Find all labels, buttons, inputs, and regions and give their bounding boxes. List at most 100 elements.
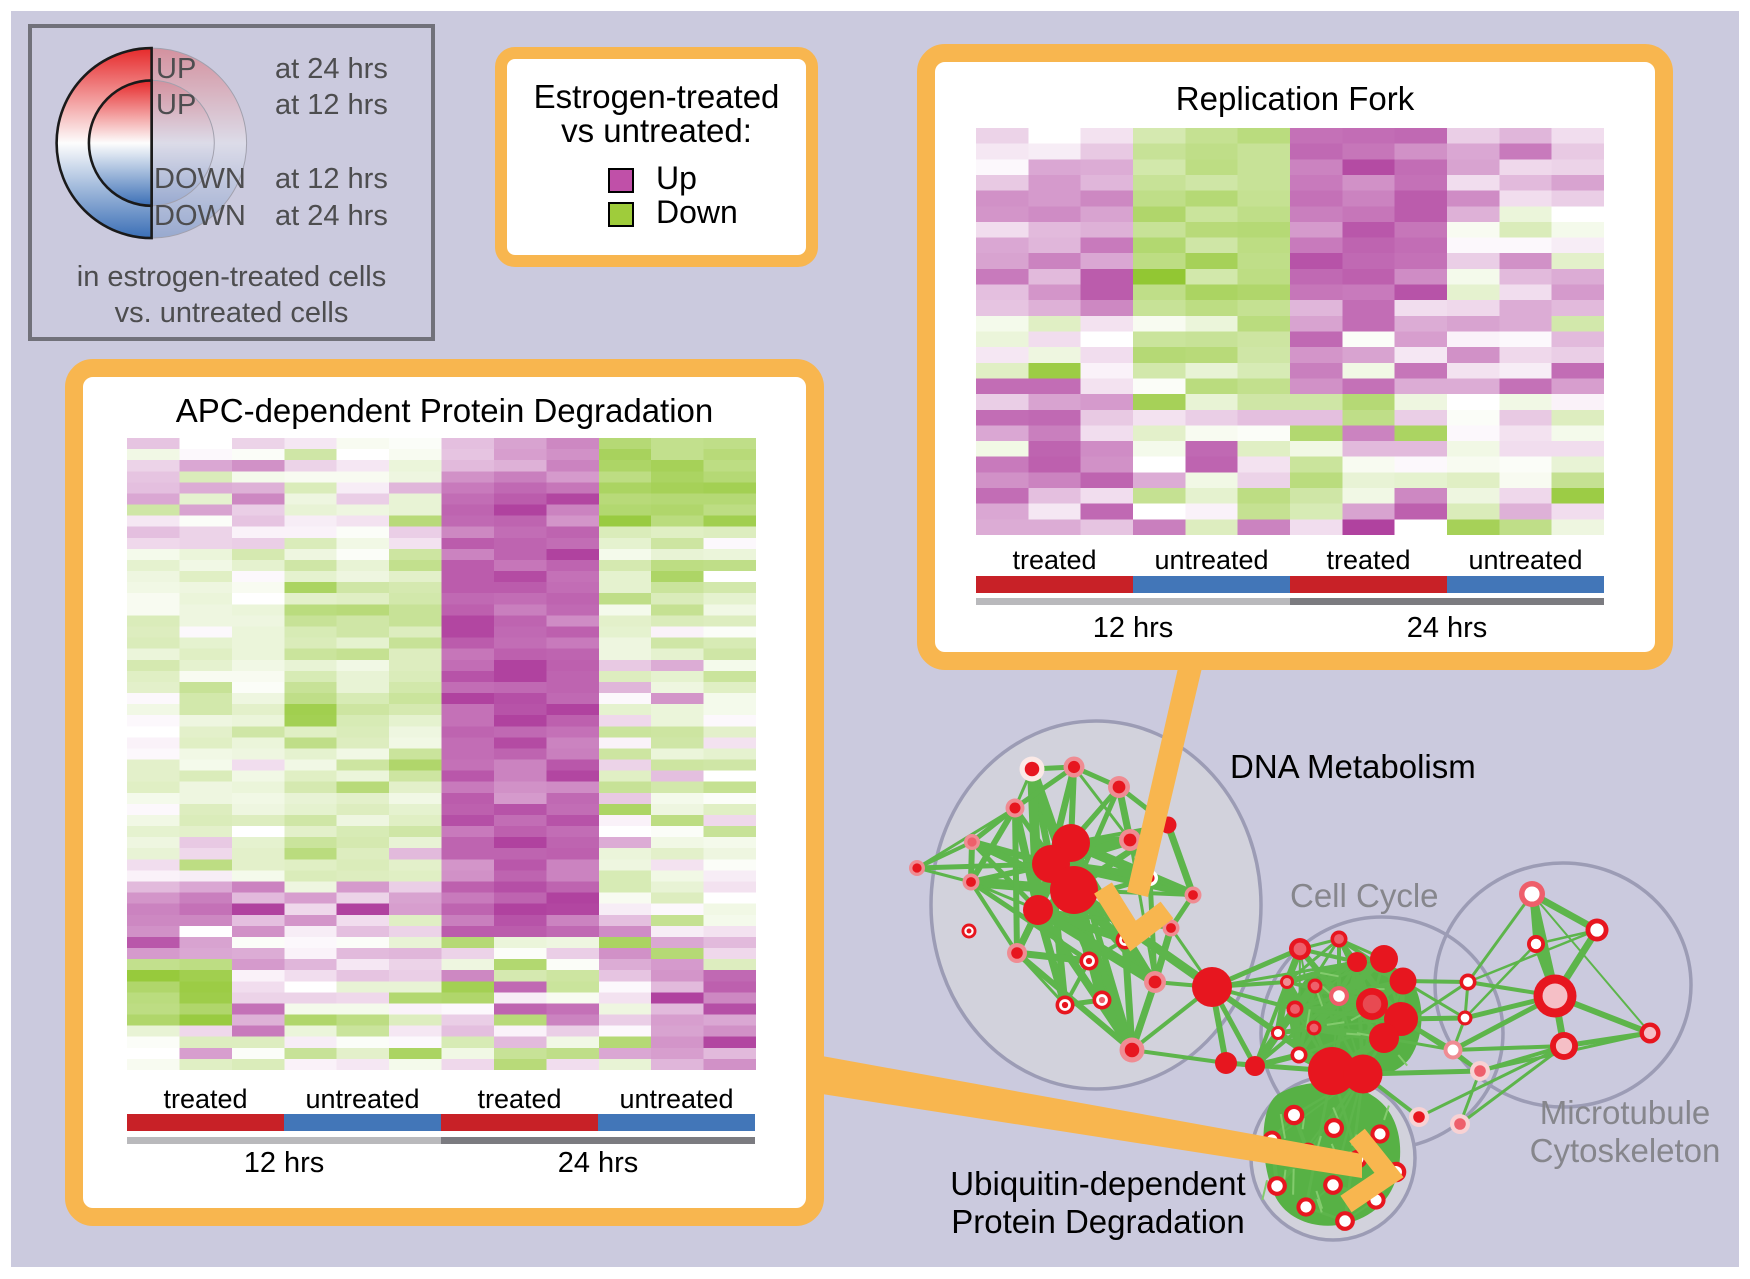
updown-time: at 24 hrs <box>275 53 388 85</box>
region-label: DNA Metabolism <box>1230 748 1476 785</box>
updown-row-0: UP <box>156 55 196 84</box>
network-edge <box>916 840 973 870</box>
network-node <box>1119 1037 1145 1063</box>
blob-streak <box>1326 1021 1345 1026</box>
network-node <box>1639 1022 1661 1044</box>
network-node <box>1370 1124 1390 1144</box>
rf-timebar-12 <box>976 598 1290 605</box>
network-node <box>1063 756 1085 778</box>
network-node <box>1324 1118 1344 1138</box>
updown-caption-line1: in estrogen-treated cells <box>76 261 387 293</box>
network-edge <box>916 861 1052 871</box>
rf-cond-0: treated <box>1012 545 1097 575</box>
network-node <box>1162 919 1180 937</box>
network-edge <box>1015 950 1134 1053</box>
updown-time: at 12 hrs <box>275 163 388 195</box>
updown-row-1: UP <box>156 91 196 120</box>
network-node <box>1329 986 1349 1006</box>
network-node <box>1267 1176 1287 1196</box>
apc-cond-2: treated <box>477 1084 562 1114</box>
network-node <box>1470 1061 1490 1081</box>
rf-bar-treated-12 <box>976 576 1133 593</box>
network-edge <box>1012 807 1020 954</box>
network-edge <box>1011 807 1042 911</box>
network-edge <box>1418 1044 1565 1119</box>
updown-dir: DOWN <box>154 200 246 232</box>
updown-dir: DOWN <box>154 163 246 195</box>
figure-canvas: UP at 24 hrs UP at 12 hrs DOWN at 12 hrs… <box>11 11 1739 1267</box>
network-edge <box>970 840 1040 912</box>
region-ellipse <box>1433 861 1693 1109</box>
network-node <box>1289 938 1311 960</box>
apc-bar-treated-24 <box>441 1114 598 1131</box>
blob-streak <box>1315 1190 1324 1210</box>
apc-bar-untreated-12 <box>284 1114 441 1131</box>
network-node <box>1306 1020 1322 1036</box>
network-node <box>1280 975 1294 989</box>
network-node <box>1389 967 1417 995</box>
region-label: Microtubule <box>1540 1094 1711 1131</box>
network-node <box>1323 1175 1343 1195</box>
arrow-replication-fork-to-dna <box>1094 655 1205 952</box>
network-node <box>1296 1197 1316 1217</box>
updown-time-0: at 24 hrs <box>275 55 388 84</box>
apc-bar-treated-12 <box>127 1114 284 1131</box>
network-edge <box>1072 766 1132 841</box>
network-node <box>909 860 925 876</box>
up-swatch <box>608 168 634 193</box>
updown-dir: UP <box>156 89 197 121</box>
blob-streak <box>1301 1117 1306 1130</box>
blob-streak <box>1320 971 1339 978</box>
apc-bar-untreated-24 <box>598 1114 755 1131</box>
updown-row-3: DOWN <box>154 202 246 231</box>
estrogen-title-line1: Estrogen-treated <box>533 78 780 115</box>
network-node <box>1144 971 1166 993</box>
network-node <box>1550 1032 1578 1060</box>
network-edge <box>1131 1048 1227 1065</box>
network-node <box>1290 1046 1308 1064</box>
network-node <box>1271 1026 1285 1040</box>
network-edge <box>1016 949 1090 965</box>
rf-time-24: 24 hrs <box>1406 612 1488 644</box>
apc-cond-0: treated <box>163 1084 248 1114</box>
network-node <box>1286 1000 1304 1018</box>
network-node <box>962 873 980 891</box>
replication-fork-title: Replication Fork <box>1175 80 1415 117</box>
region-label: Ubiquitin-dependent <box>950 1165 1245 1202</box>
apc-time-12: 12 hrs <box>243 1147 325 1179</box>
blob-streak <box>1316 1198 1323 1213</box>
rf-time-12: 12 hrs <box>1092 612 1174 644</box>
apc-title: APC-dependent Protein Degradation <box>175 392 714 429</box>
network-edge <box>1362 1068 1481 1077</box>
updown-time: at 24 hrs <box>275 200 388 232</box>
network-edge <box>1286 959 1358 985</box>
network-node <box>1450 1114 1470 1134</box>
apc-timebar-24 <box>441 1137 755 1144</box>
network-edge <box>1467 928 1598 984</box>
network-node <box>1335 1211 1355 1231</box>
updown-donut <box>55 46 248 240</box>
network-node <box>1005 798 1025 818</box>
region-label: Protein Degradation <box>951 1203 1245 1240</box>
updown-legend-box: UP at 24 hrs UP at 12 hrs DOWN at 12 hrs… <box>28 24 435 341</box>
blob-streak <box>1346 1032 1361 1036</box>
down-swatch <box>608 202 634 227</box>
network-node <box>1119 829 1141 851</box>
rf-cond-3: untreated <box>1468 545 1583 575</box>
network-node <box>1356 988 1388 1020</box>
network-node <box>1443 1040 1463 1060</box>
blob-streak <box>1292 1168 1295 1195</box>
network-node <box>1019 756 1045 782</box>
apc-time-24: 24 hrs <box>557 1147 639 1179</box>
blob-streak <box>1261 1179 1269 1201</box>
updown-dir: UP <box>156 53 197 85</box>
network-node <box>1007 943 1027 963</box>
rf-cond-2: treated <box>1326 545 1411 575</box>
rf-bar-untreated-24 <box>1447 576 1604 593</box>
network-node <box>1192 967 1232 1007</box>
network-node <box>1092 990 1112 1010</box>
network-node <box>1184 886 1202 904</box>
apc-cond-3: untreated <box>619 1084 734 1114</box>
network-edge <box>1164 823 1197 897</box>
